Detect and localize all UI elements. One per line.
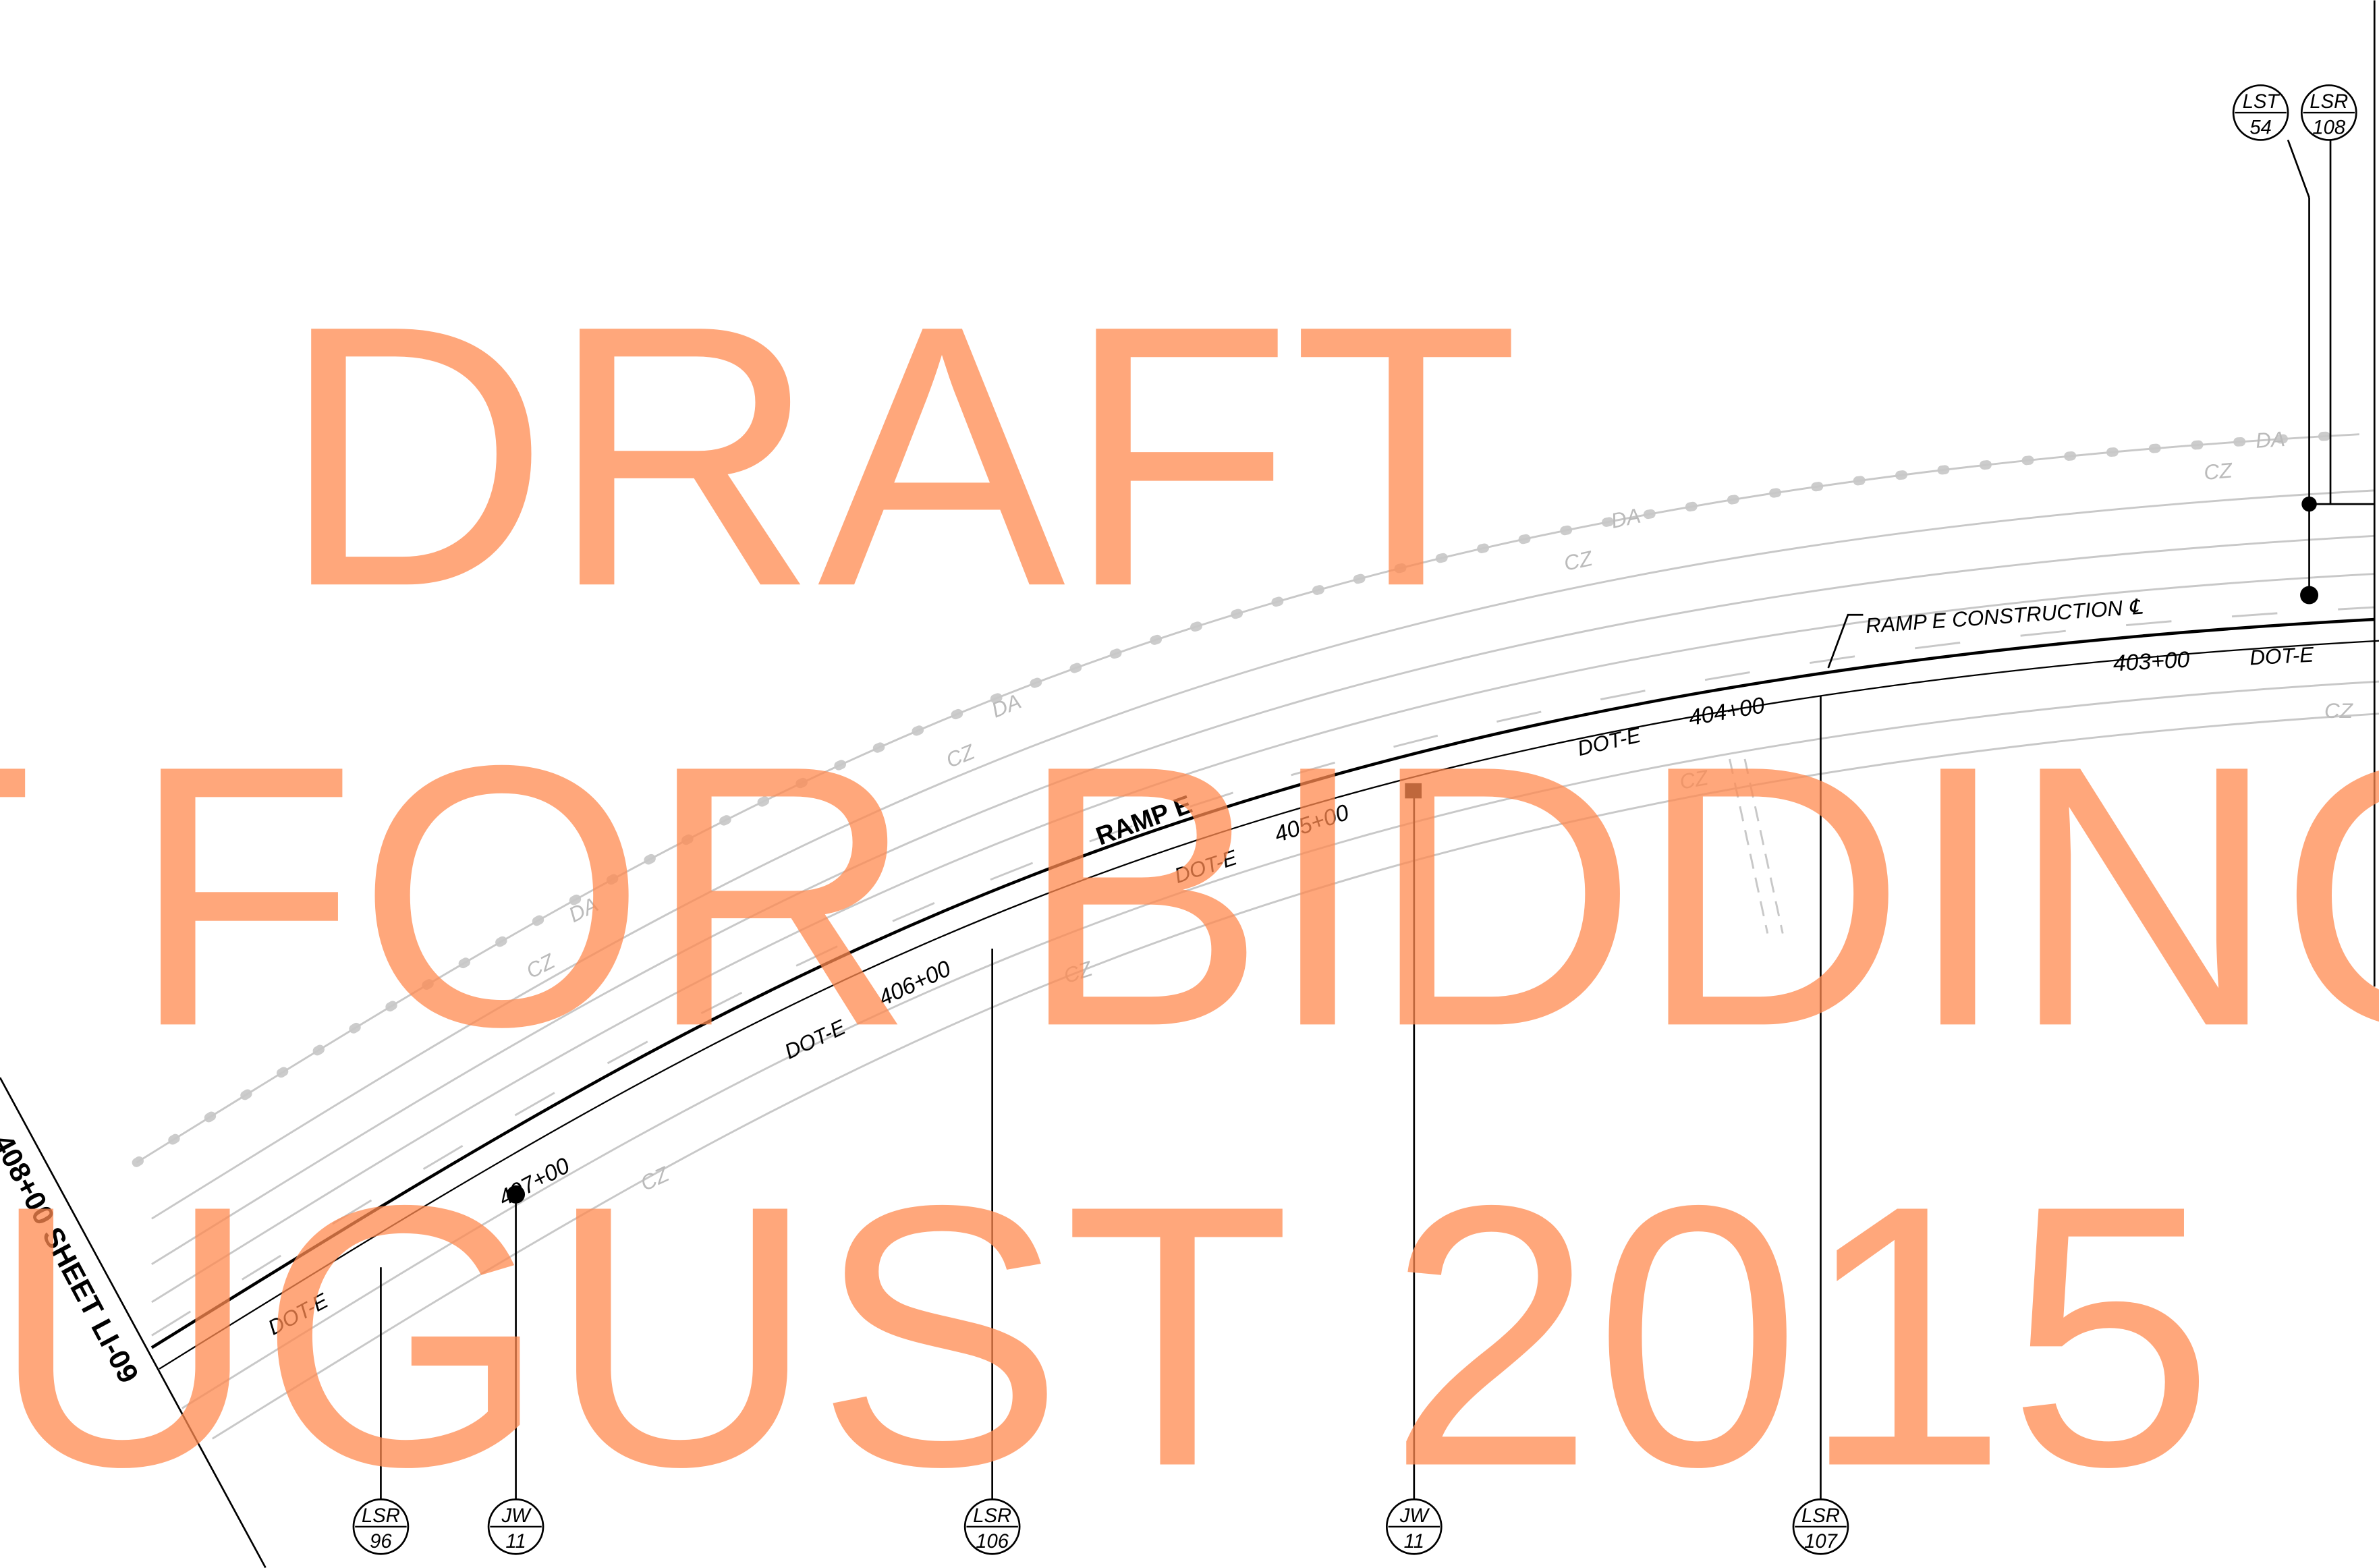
watermark-text: AUGUST 2015 <box>0 1128 2214 1544</box>
drawing: DOT-E DOT-E DOT-E DOT-E DOT-E CZ CZ CZ C… <box>0 0 2379 1568</box>
callout-top: LST <box>2243 91 2280 113</box>
utility-label: DOT-E <box>2249 642 2315 669</box>
watermark: DRAFT NOT FOR BIDDING AUGUST 2015 <box>0 248 2379 1543</box>
watermark-text: DRAFT <box>281 248 1519 663</box>
utility-label: CZ <box>2203 458 2235 484</box>
watermark-text: NOT FOR BIDDING <box>0 688 2379 1103</box>
page: DOT-E DOT-E DOT-E DOT-E DOT-E CZ CZ CZ C… <box>0 0 2379 1568</box>
callout-top: LSR <box>2310 91 2348 113</box>
utility-label: DA <box>2255 427 2286 453</box>
station: 403+00 <box>2112 647 2191 677</box>
alignment-label: RAMP E CONSTRUCTION ℄ <box>1865 595 2144 638</box>
utility-label: CZ <box>1562 547 1596 576</box>
utility-label: DA <box>1609 504 1643 533</box>
callout-bottom: 108 <box>2312 117 2346 138</box>
callout-bottom: 54 <box>2249 117 2272 138</box>
